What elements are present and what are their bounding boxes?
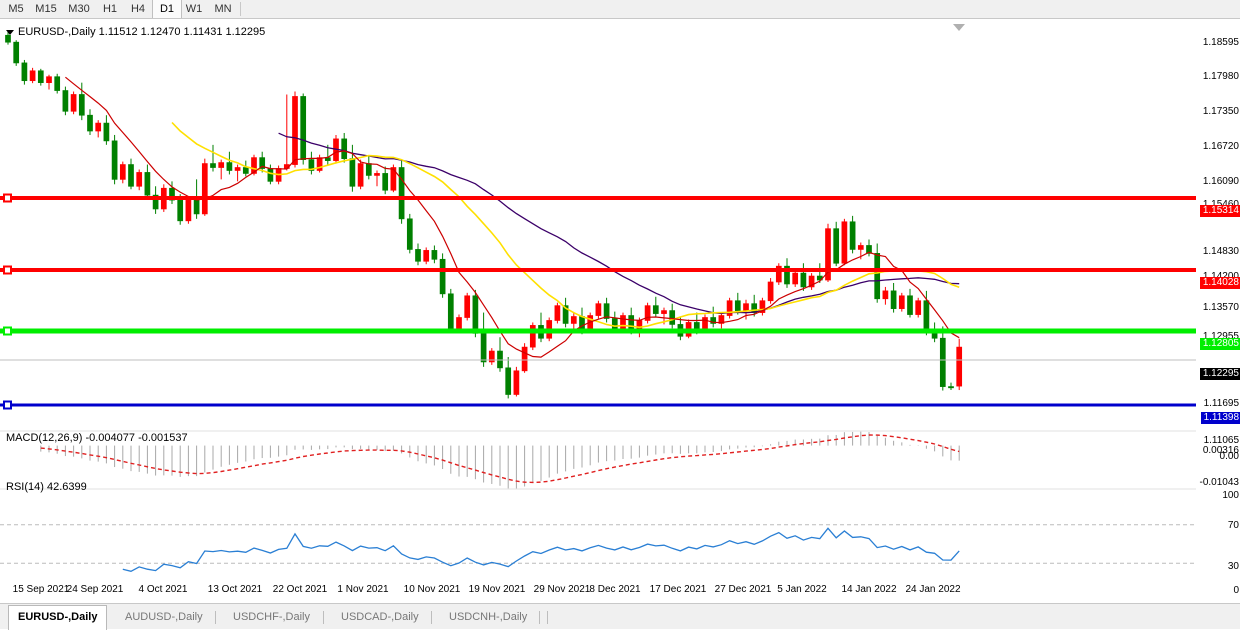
date-axis-label: 1 Nov 2021 [337,584,389,595]
price-axis-label: 1.16090 [1202,176,1239,187]
price-level-tag-green[interactable]: 1.12805 [1199,338,1240,350]
timeframe-d1[interactable]: D1 [152,0,182,18]
price-axis-label: 100 [1222,490,1239,501]
tab-usdcnh[interactable]: USDCNH-,Daily [449,611,528,623]
price-axis[interactable]: 1.18595 1.17980 1.17350 1.16720 1.16090 1.154… [1196,19,1240,596]
ma-fast-line [65,76,960,358]
chart-canvas [0,30,1196,572]
price-axis-label: 1.18595 [1202,37,1239,48]
tab-usdcad[interactable]: USDCAD-,Daily [341,611,419,623]
chart-symbol-header[interactable]: EURUSD-,Daily 1.11512 1.12470 1.11431 1.… [6,26,265,38]
timeframe-m30[interactable]: M30 [68,3,90,15]
date-axis-label: 24 Sep 2021 [66,584,124,595]
symbol-tab-bar: EURUSD-,Daily AUDUSD-,Daily USDCHF-,Daily U… [0,603,1240,630]
price-chart-panel[interactable] [0,19,1196,581]
date-axis-label: 17 Dec 2021 [649,584,707,595]
price-axis-label: 1.17350 [1202,106,1239,117]
timeframe-mn[interactable]: MN [214,3,232,15]
ma-mid-line [171,121,960,329]
support-1-12805-handle [3,326,12,336]
price-axis-label: 1.11065 [1203,435,1239,446]
support-1-11398-handle [3,400,12,410]
date-axis-label: 4 Oct 2021 [138,584,188,595]
price-axis-label: 1.11695 [1203,398,1239,409]
price-axis-label: -0.01043 [1199,477,1239,488]
resistance-1-15314-handle [3,193,12,203]
tab-usdchf[interactable]: USDCHF-,Daily [233,611,310,623]
macd-indicator-label: MACD(12,26,9) -0.004077 -0.001537 [6,432,188,444]
date-axis-label: 13 Oct 2021 [207,584,263,595]
tab-separator [323,611,324,624]
timeframe-h1[interactable]: H1 [102,3,118,15]
candlestick-series [5,30,963,399]
resistance-1-14028-handle [3,265,12,275]
date-axis-label: 29 Nov 2021 [533,584,591,595]
tab-separator [431,611,432,624]
price-axis-label: 30 [1227,561,1239,572]
tab-separator [539,611,540,624]
price-axis-label: 1.14200 [1203,272,1239,282]
rsi-line [122,527,960,572]
tab-separator [547,611,548,624]
price-axis-label: 1.16720 [1202,141,1239,152]
date-axis-label: 15 Sep 2021 [12,584,70,595]
price-axis-label: 1.13570 [1202,302,1239,313]
price-axis-label: 0.00 [1219,451,1239,462]
price-level-tag-red[interactable]: 1.15314 [1199,205,1240,217]
price-axis-label: 0.00316 [1202,445,1239,456]
price-axis-label: 1.14830 [1202,246,1239,257]
price-level-tag-black[interactable]: 1.12295 [1199,368,1240,380]
date-axis-label: 5 Jan 2022 [777,584,827,595]
date-axis-label: 19 Nov 2021 [468,584,526,595]
tab-eurusd[interactable]: EURUSD-,Daily [8,605,108,630]
toolbar-separator [240,2,241,16]
macd-signal-line [40,434,960,484]
price-level-tag-blue[interactable]: 1.11398 [1200,412,1240,424]
price-axis-label: 1.17980 [1202,71,1239,82]
rsi-panel [0,524,1196,572]
timeframe-m15[interactable]: M15 [35,3,57,15]
timeframe-w1[interactable]: W1 [185,3,203,15]
timeframe-m5[interactable]: M5 [8,3,24,15]
collapse-triangle-icon[interactable] [953,24,965,31]
date-axis[interactable]: 15 Sep 2021 24 Sep 2021 4 Oct 2021 13 Oct 2… [0,581,1196,601]
chart-symbol-label: EURUSD-,Daily 1.11512 1.12470 1.11431 1.… [18,26,266,38]
price-axis-label: 0 [1233,585,1239,596]
chevron-down-icon[interactable] [6,29,14,35]
date-axis-label: 14 Jan 2022 [841,584,897,595]
date-axis-label: 8 Dec 2021 [589,584,641,595]
macd-panel [40,431,960,489]
tab-audusd[interactable]: AUDUSD-,Daily [125,611,203,623]
rsi-indicator-label: RSI(14) 42.6399 [6,481,87,493]
ma-slow-line [278,132,960,315]
date-axis-label: 24 Jan 2022 [905,584,961,595]
timeframe-h4[interactable]: H4 [130,3,146,15]
price-level-tag-red[interactable]: 1.14028 [1199,277,1240,289]
price-axis-label: 1.15460 [1203,200,1239,210]
date-axis-label: 27 Dec 2021 [714,584,772,595]
price-axis-label: 70 [1227,520,1239,531]
tab-separator [215,611,216,624]
date-axis-label: 22 Oct 2021 [272,584,328,595]
date-axis-label: 10 Nov 2021 [403,584,461,595]
price-axis-label: 1.12955 [1202,331,1239,342]
timeframe-toolbar: M5 M15 M30 H1 H4 D1 W1 MN [0,0,1240,19]
